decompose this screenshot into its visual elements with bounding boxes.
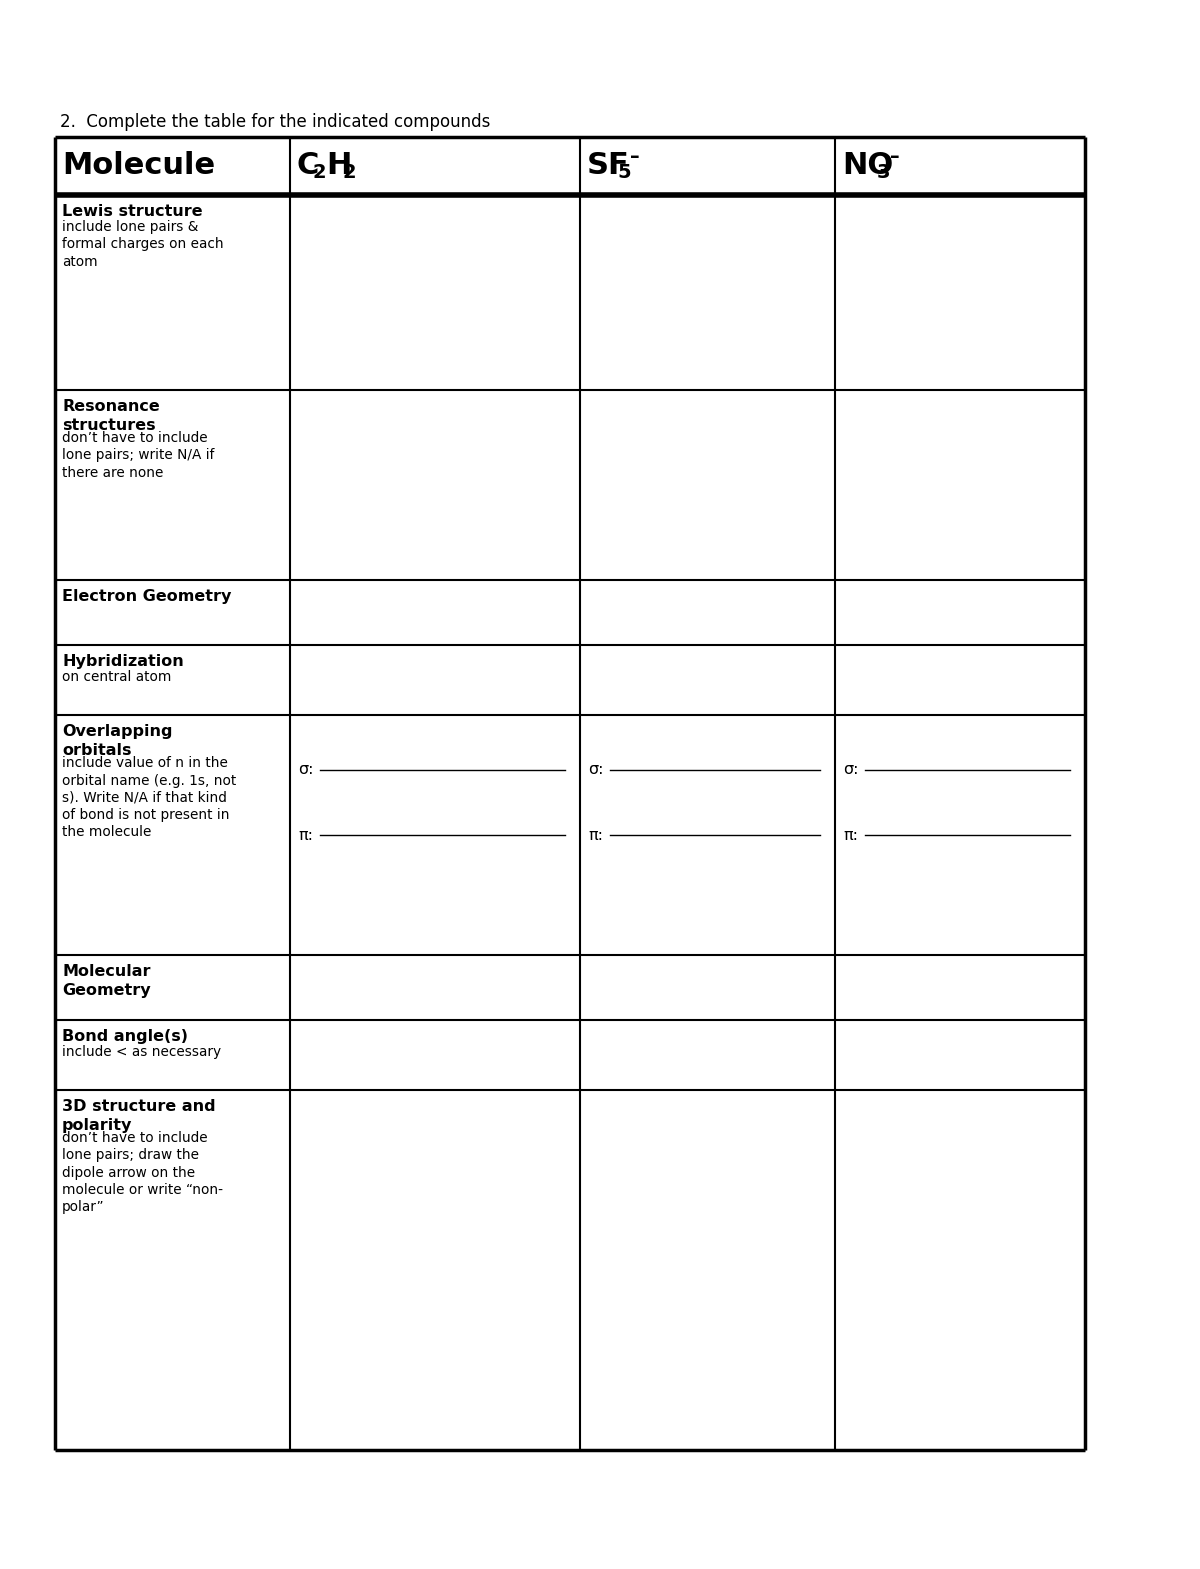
- Text: σ:: σ:: [842, 763, 858, 778]
- Text: Lewis structure: Lewis structure: [62, 204, 203, 220]
- Text: 3: 3: [877, 163, 890, 182]
- Text: Bond angle(s): Bond angle(s): [62, 1029, 188, 1043]
- Text: don’t have to include
lone pairs; write N/A if
there are none: don’t have to include lone pairs; write …: [62, 431, 215, 480]
- Text: π:: π:: [588, 827, 604, 843]
- Text: π:: π:: [298, 827, 313, 843]
- Text: include lone pairs &
formal charges on each
atom: include lone pairs & formal charges on e…: [62, 220, 223, 268]
- Text: –: –: [890, 147, 900, 166]
- Text: σ:: σ:: [588, 763, 604, 778]
- Text: 2: 2: [313, 163, 326, 182]
- Text: on central atom: on central atom: [62, 670, 172, 684]
- Text: 2: 2: [343, 163, 356, 182]
- Text: –: –: [630, 147, 640, 166]
- Text: 5: 5: [617, 163, 631, 182]
- Text: Resonance
structures: Resonance structures: [62, 399, 160, 433]
- Text: σ:: σ:: [298, 763, 313, 778]
- Text: 2.  Complete the table for the indicated compounds: 2. Complete the table for the indicated …: [60, 113, 491, 130]
- Text: NO: NO: [842, 151, 893, 179]
- Text: include < as necessary: include < as necessary: [62, 1045, 221, 1059]
- Text: don’t have to include
lone pairs; draw the
dipole arrow on the
molecule or write: don’t have to include lone pairs; draw t…: [62, 1131, 223, 1214]
- Text: Hybridization: Hybridization: [62, 654, 184, 668]
- Text: Molecular
Geometry: Molecular Geometry: [62, 963, 151, 998]
- Text: π:: π:: [842, 827, 858, 843]
- Text: 3D structure and
polarity: 3D structure and polarity: [62, 1098, 216, 1133]
- Text: C: C: [298, 151, 319, 179]
- Text: H: H: [326, 151, 352, 179]
- Text: Electron Geometry: Electron Geometry: [62, 588, 232, 604]
- Text: include value of n in the
orbital name (e.g. 1s, not
s). Write N/A if that kind
: include value of n in the orbital name (…: [62, 756, 236, 839]
- Text: Molecule: Molecule: [62, 152, 215, 180]
- Text: Overlapping
orbitals: Overlapping orbitals: [62, 723, 173, 758]
- Text: SF: SF: [587, 151, 630, 179]
